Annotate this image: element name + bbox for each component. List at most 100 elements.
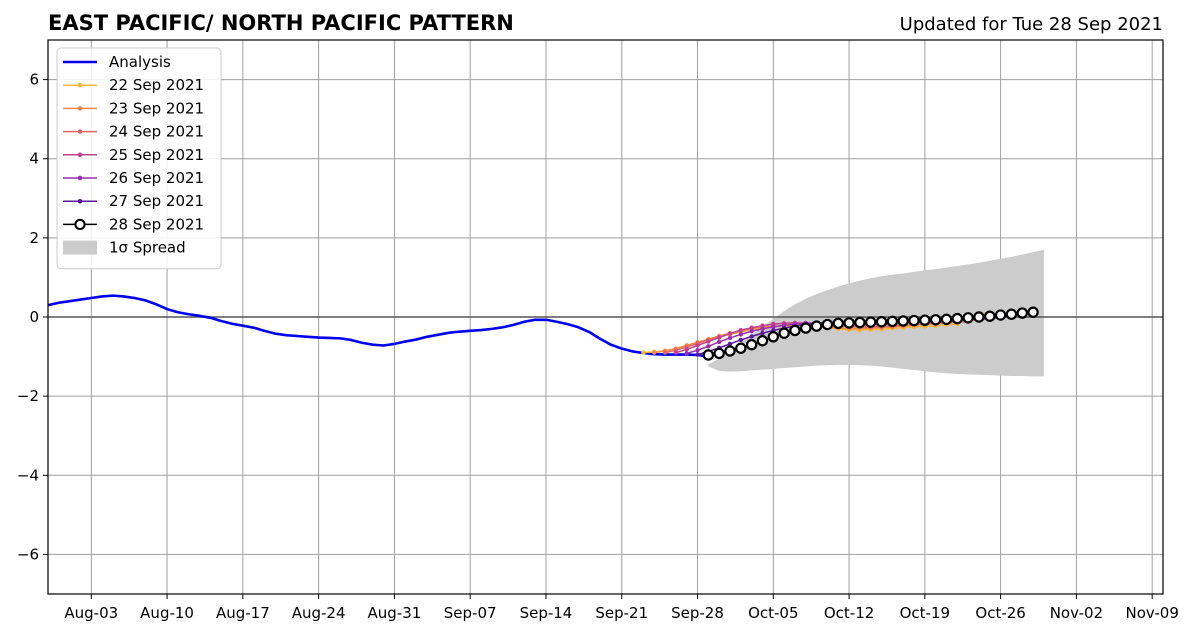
- data-point: [1005, 308, 1018, 320]
- data-point: [745, 339, 758, 351]
- legend-label: 24 Sep 2021: [109, 123, 204, 141]
- x-tick-label: Nov-02: [1050, 604, 1103, 622]
- data-point: [684, 351, 689, 356]
- data-point: [929, 314, 942, 326]
- spread-band: [708, 249, 1044, 377]
- data-point: [908, 314, 920, 327]
- data-point: [662, 350, 668, 355]
- data-point: [1027, 306, 1039, 318]
- data-point: [919, 314, 931, 326]
- x-tick-label: Oct-12: [824, 604, 874, 622]
- legend-marker: [77, 106, 83, 111]
- x-tick-label: Nov-09: [1125, 604, 1178, 622]
- data-point: [727, 335, 733, 341]
- y-tick-label: −2: [17, 387, 39, 405]
- x-tick-label: Aug-31: [368, 604, 422, 622]
- y-tick-label: −6: [17, 545, 39, 563]
- x-tick-label: Aug-17: [216, 604, 270, 622]
- legend-label: 22 Sep 2021: [109, 76, 204, 94]
- data-point: [684, 347, 689, 352]
- data-point: [984, 310, 996, 322]
- data-point: [994, 309, 1007, 321]
- legend-label: 23 Sep 2021: [109, 99, 204, 117]
- data-point: [843, 317, 855, 329]
- data-point: [716, 339, 722, 345]
- y-tick-label: 4: [29, 150, 39, 168]
- data-point: [652, 350, 657, 355]
- data-point: [821, 318, 834, 331]
- data-point: [749, 325, 754, 330]
- data-point: [673, 350, 679, 355]
- data-point: [832, 317, 844, 330]
- data-point: [749, 329, 754, 334]
- legend-label: 25 Sep 2021: [109, 146, 204, 164]
- data-point: [727, 341, 733, 347]
- legend-label: 27 Sep 2021: [109, 192, 204, 210]
- data-point: [756, 335, 769, 347]
- series-line: [47, 294, 709, 358]
- data-point: [778, 327, 790, 339]
- x-tick-label: Sep-21: [595, 604, 648, 622]
- data-point: [854, 316, 866, 329]
- legend-label: 1σ Spread: [109, 239, 186, 257]
- x-tick-label: Oct-26: [975, 604, 1025, 622]
- data-point: [760, 326, 765, 332]
- data-point: [716, 335, 722, 340]
- data-point: [706, 339, 711, 344]
- data-point: [727, 331, 733, 336]
- legend-label: 26 Sep 2021: [109, 169, 204, 187]
- y-tick-label: 0: [29, 308, 39, 326]
- y-tick-label: 6: [29, 71, 39, 89]
- legend-marker: [74, 218, 86, 230]
- legend-label: 28 Sep 2021: [109, 215, 204, 233]
- data-point: [875, 316, 888, 328]
- data-point: [738, 327, 744, 333]
- legend-marker: [77, 198, 83, 204]
- data-point: [865, 316, 877, 328]
- data-point: [951, 312, 964, 325]
- legend-box: [56, 47, 222, 270]
- data-point: [897, 315, 909, 327]
- x-tick-label: Aug-24: [292, 604, 346, 622]
- legend-marker: [77, 152, 83, 158]
- legend-marker: [77, 82, 83, 88]
- data-point: [771, 324, 776, 330]
- data-point: [738, 332, 744, 337]
- y-tick-label: 2: [29, 229, 39, 247]
- data-point: [702, 349, 715, 361]
- chart-title: EAST PACIFIC/ NORTH PACIFIC PATTERN: [48, 11, 514, 35]
- data-point: [800, 322, 812, 334]
- data-point: [886, 315, 899, 328]
- data-point: [962, 312, 974, 324]
- data-point: [735, 342, 747, 354]
- legend: Analysis 22 Sep 2021 23 Sep 2021 24 Sep 202…: [56, 47, 222, 270]
- x-tick-label: Sep-14: [520, 604, 573, 622]
- data-point: [713, 347, 725, 360]
- data-point: [749, 334, 754, 339]
- x-tick-label: Sep-07: [444, 604, 497, 622]
- data-point: [789, 324, 801, 337]
- plot-area: Aug-03 Aug-10 Aug-17 Aug-24 Aug-31 Sep-07 Sep-…: [17, 39, 1179, 622]
- data-point: [724, 345, 736, 357]
- y-tick-label: −4: [17, 466, 39, 484]
- data-point: [695, 343, 700, 348]
- data-point: [695, 348, 700, 353]
- data-point: [695, 352, 700, 357]
- data-point: [767, 331, 779, 343]
- data-point: [1016, 307, 1028, 319]
- legend-marker: [77, 129, 83, 134]
- data-point: [738, 337, 744, 343]
- data-point: [810, 320, 823, 332]
- chart-subtitle: Updated for Tue 28 Sep 2021: [900, 14, 1163, 35]
- data-point: [940, 313, 953, 326]
- x-tick-label: Aug-03: [64, 604, 118, 622]
- legend-label: Analysis: [109, 53, 171, 71]
- data-point: [641, 350, 646, 355]
- x-tick-label: Oct-05: [748, 604, 798, 622]
- legend-swatch: [63, 240, 97, 255]
- x-tick-label: Aug-10: [140, 604, 194, 622]
- x-tick-label: Sep-28: [671, 604, 724, 622]
- data-point: [973, 311, 985, 323]
- legend-marker: [77, 175, 83, 181]
